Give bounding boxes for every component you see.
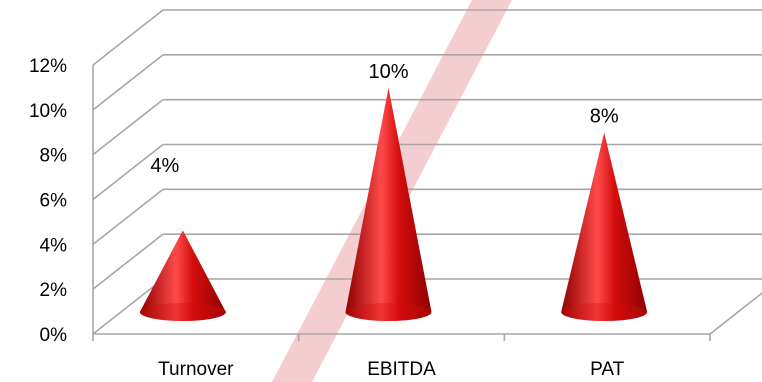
cone-body — [139, 230, 226, 321]
x-axis — [92, 333, 711, 341]
cone-turnover — [139, 230, 226, 321]
gridline-depth — [92, 188, 164, 245]
data-label: 8% — [590, 106, 619, 128]
gridline-depth — [92, 278, 164, 335]
cone-ebitda — [345, 87, 432, 321]
y-tick-label: 4% — [40, 235, 68, 256]
cone-base — [345, 303, 432, 321]
gridline-depth — [92, 9, 164, 66]
y-tick-label: 10% — [29, 101, 67, 122]
y-tick-label: 12% — [29, 56, 67, 77]
y-axis-tick-labels: 0% 2% 4% 6% 8% 10% 12% — [29, 56, 67, 346]
data-labels: 4% 10% 8% — [150, 61, 618, 177]
category-label: PAT — [590, 359, 625, 380]
cone-base — [561, 303, 648, 321]
y-tick-label: 0% — [40, 325, 68, 346]
y-tick-label: 2% — [40, 280, 68, 301]
gridlines — [92, 9, 762, 335]
cone-base — [139, 303, 226, 321]
cones — [139, 87, 648, 321]
cone-body — [561, 132, 648, 321]
category-label: EBITDA — [367, 359, 436, 380]
category-label: Turnover — [158, 359, 234, 380]
floor-right-edge — [709, 292, 762, 335]
gridline-depth — [92, 54, 164, 111]
data-label: 10% — [368, 61, 408, 83]
gridline-depth — [92, 143, 164, 201]
y-tick-label: 6% — [40, 191, 68, 212]
category-labels: Turnover EBITDA PAT — [158, 359, 624, 380]
gridline-depth — [92, 99, 164, 156]
cone-body — [345, 87, 432, 321]
gridline-depth — [92, 233, 164, 290]
cone-pat — [561, 132, 648, 321]
data-label: 4% — [150, 155, 179, 177]
y-tick-label: 8% — [40, 146, 68, 167]
